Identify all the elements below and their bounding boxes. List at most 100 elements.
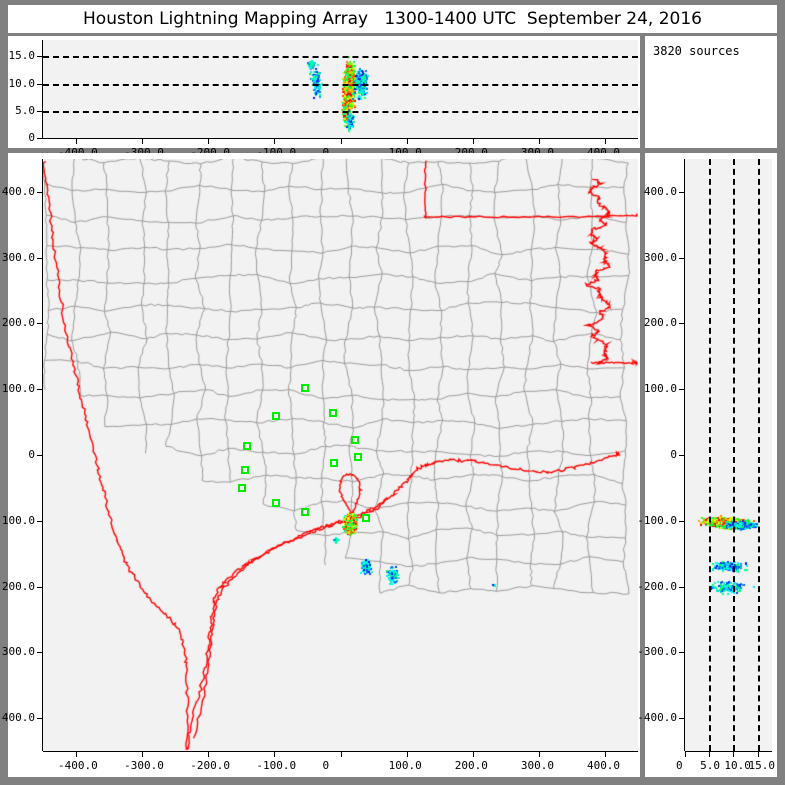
gridline-horizontal [43, 56, 638, 59]
y-tick [37, 191, 43, 193]
y-tick-label: -100.0 [637, 513, 677, 527]
gridline-vertical [709, 159, 712, 751]
y-tick-label: -400.0 [0, 711, 35, 725]
y-tick-label: 5.0 [15, 103, 35, 117]
x-tick [604, 138, 606, 144]
y-tick-label: 300.0 [1, 250, 35, 264]
y-tick-label: 300.0 [643, 250, 677, 264]
y-tick-label: 0 [28, 131, 35, 144]
x-tick [340, 751, 342, 757]
x-tick-label: -400.0 [58, 759, 98, 772]
x-tick-label: 0 [322, 759, 330, 772]
y-tick-label: -100.0 [0, 513, 35, 527]
x-tick-label: 0 [676, 759, 683, 772]
x-tick [274, 138, 276, 144]
plan-view-map-canvas [43, 159, 638, 751]
y-tick [37, 652, 43, 654]
y-tick [37, 520, 43, 522]
x-tick [208, 138, 210, 144]
y-tick-label: -300.0 [0, 645, 35, 659]
x-tick [604, 751, 606, 757]
x-axis-spine [685, 751, 772, 752]
gridline-horizontal [43, 110, 638, 113]
x-tick [472, 138, 474, 144]
y-tick-label: -200.0 [637, 579, 677, 593]
altitude-north-south-plot-area [685, 159, 772, 751]
x-tick-label: 400.0 [586, 759, 621, 772]
y-tick [679, 191, 685, 193]
y-tick-label: 200.0 [1, 316, 35, 330]
altitude-east-west-panel: 05.010.015.0-400.0-300.0-200.0-100.00100… [8, 36, 640, 159]
gridline-horizontal [43, 83, 638, 86]
y-tick [37, 455, 43, 456]
x-tick [76, 751, 78, 757]
y-tick-label: -300.0 [637, 645, 677, 659]
x-tick [685, 751, 686, 757]
y-tick [37, 718, 43, 720]
x-tick-label: 200.0 [454, 759, 488, 772]
y-axis-spine [42, 40, 43, 138]
x-tick [340, 138, 342, 144]
y-tick [37, 586, 43, 588]
x-tick-label: -100.0 [256, 759, 297, 772]
y-tick-label: 200.0 [643, 316, 677, 330]
x-tick [406, 138, 408, 144]
lma-station-marker [237, 484, 246, 493]
lma-station-marker [328, 409, 337, 418]
lma-station-marker [272, 498, 281, 507]
x-tick [274, 751, 276, 757]
y-tick [37, 110, 43, 112]
x-tick [733, 751, 735, 757]
lma-station-marker [272, 411, 281, 420]
x-tick [208, 751, 210, 757]
lma-station-marker [242, 442, 251, 451]
x-tick-label: 300.0 [520, 759, 554, 772]
y-tick [679, 455, 685, 456]
y-tick-label: 0 [28, 448, 35, 461]
lma-station-marker [354, 452, 362, 461]
altitude-east-west-data-canvas [43, 40, 638, 138]
lma-station-marker [301, 507, 310, 516]
y-tick-label: 400.0 [1, 184, 35, 198]
x-tick [76, 138, 78, 144]
y-tick [37, 56, 43, 58]
y-tick [679, 257, 685, 259]
y-tick [37, 138, 43, 139]
gridline-vertical [733, 159, 736, 751]
x-tick [142, 751, 144, 757]
y-tick-label: 15.0 [8, 49, 36, 63]
lma-station-marker [301, 384, 310, 393]
y-tick-label: -200.0 [0, 579, 35, 593]
x-tick [472, 751, 474, 757]
x-tick [538, 751, 540, 757]
y-tick [679, 323, 685, 325]
source-count-label: 3820 sources [653, 44, 740, 58]
x-tick-label: 100.0 [388, 759, 422, 772]
y-tick [679, 652, 685, 654]
source-count-panel: 3820 sources [645, 36, 777, 148]
y-tick [37, 83, 43, 85]
x-tick-label: 5.0 [700, 759, 721, 772]
y-tick-label: 400.0 [643, 184, 677, 198]
title-bar: Houston Lightning Mapping Array 1300-140… [8, 5, 777, 33]
y-tick-label: 0 [670, 448, 677, 461]
y-tick [679, 520, 685, 522]
x-tick-label: -300.0 [124, 759, 164, 772]
x-tick [709, 751, 711, 757]
x-tick [406, 751, 408, 757]
x-tick-label: -200.0 [190, 759, 231, 772]
lma-station-marker [361, 514, 370, 523]
y-tick-label: -400.0 [637, 711, 677, 725]
y-tick [37, 389, 43, 391]
y-tick-label: 100.0 [1, 382, 35, 396]
plan-view-map-panel: -400.0 -300.0 -200.0 -100.0 0 100.0 200.0 300.0… [0, 153, 640, 777]
y-tick [679, 718, 685, 720]
y-tick-label: 100.0 [643, 382, 677, 396]
x-tick-label: 15.0 [748, 759, 776, 772]
lma-station-marker [240, 465, 249, 474]
y-tick [679, 389, 685, 391]
x-tick-label: 10.0 [724, 759, 751, 772]
x-tick [142, 138, 144, 144]
altitude-east-west-plot-area [43, 40, 638, 138]
